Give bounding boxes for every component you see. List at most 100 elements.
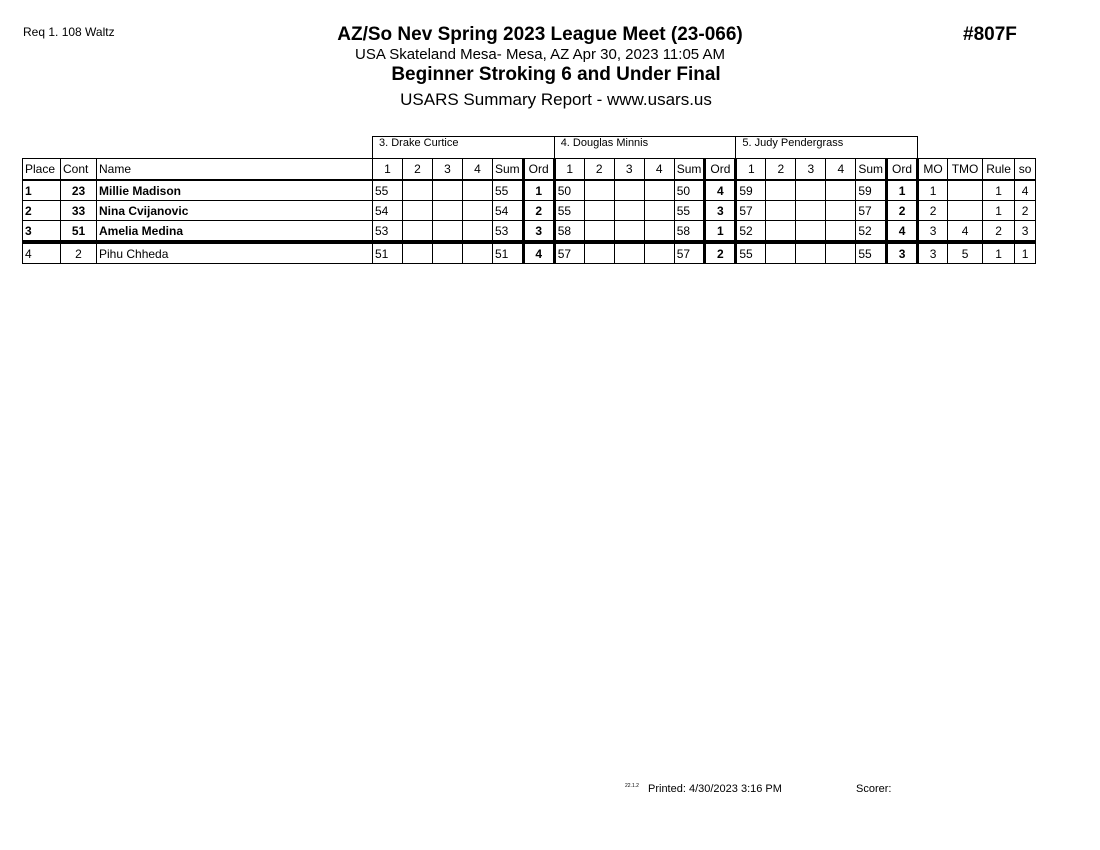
sum-cell: 59: [855, 179, 888, 201]
score-cell: [613, 200, 645, 221]
score-cell: 57: [734, 200, 767, 221]
results-table: 3. Drake Curtice 4. Douglas Minnis 5. Judy…: [22, 136, 1037, 264]
score-cell: [583, 179, 615, 201]
so-cell: 4: [1014, 179, 1037, 201]
tmo-cell: 5: [947, 240, 984, 264]
name-cell: Nina Cvijanovic: [96, 200, 373, 221]
score-cell: [432, 179, 463, 201]
scorer-label: Scorer:: [856, 783, 892, 795]
printed-label: Printed: 4/30/2023 3:16 PM: [648, 783, 782, 795]
cont-cell: 2: [60, 240, 97, 264]
ordinal-cell: 4: [885, 220, 919, 243]
tmo-cell: [947, 179, 984, 201]
column-header: 1: [552, 158, 585, 181]
ordinal-cell: 4: [703, 179, 737, 201]
score-cell: [765, 200, 797, 221]
score-cell: [795, 240, 827, 264]
rule-cell: 2: [982, 220, 1016, 243]
sum-cell: 50: [673, 179, 706, 201]
score-cell: [765, 220, 797, 243]
score-cell: [462, 200, 493, 221]
column-header: Sum: [855, 158, 888, 181]
sum-cell: 53: [492, 220, 524, 243]
rule-cell: 1: [982, 179, 1016, 201]
cont-cell: 33: [60, 200, 97, 221]
table-row: 1 23 Millie Madison 55 55 1 50 50 4 59 59 1 1 1 4: [22, 179, 1037, 201]
sum-cell: 57: [673, 240, 706, 264]
column-header: Name: [96, 158, 373, 181]
score-cell: [643, 240, 675, 264]
meet-title: AZ/So Nev Spring 2023 League Meet (23-06…: [337, 24, 743, 45]
score-cell: [825, 200, 857, 221]
sum-cell: 54: [492, 200, 524, 221]
score-cell: 52: [734, 220, 767, 243]
score-cell: [402, 240, 433, 264]
ordinal-cell: 2: [521, 200, 555, 221]
so-cell: 3: [1014, 220, 1037, 243]
column-header: 4: [462, 158, 493, 181]
ordinal-cell: 3: [885, 240, 919, 264]
score-cell: [402, 179, 433, 201]
ordinal-cell: 1: [885, 179, 919, 201]
so-cell: 2: [1014, 200, 1037, 221]
cont-cell: 51: [60, 220, 97, 243]
score-cell: 57: [552, 240, 585, 264]
ordinal-cell: 3: [521, 220, 555, 243]
score-cell: [613, 179, 645, 201]
table-row: 2 33 Nina Cvijanovic 54 54 2 55 55 3 57 57 2 2 1 2: [22, 200, 1037, 221]
request-label: Req 1. 108 Waltz: [23, 25, 115, 39]
column-header: Ord: [885, 158, 919, 181]
column-header: 1: [734, 158, 767, 181]
place-cell: 1: [22, 179, 61, 201]
column-header: Sum: [492, 158, 524, 181]
score-cell: 55: [372, 179, 403, 201]
spacer: [918, 137, 1036, 159]
column-header: 2: [765, 158, 797, 181]
column-header: 2: [402, 158, 433, 181]
name-cell: Amelia Medina: [96, 220, 373, 243]
name-cell: Pihu Chheda: [96, 240, 373, 264]
score-cell: [825, 220, 857, 243]
place-cell: 3: [22, 220, 61, 243]
spacer: [23, 137, 373, 159]
score-cell: [643, 179, 675, 201]
ordinal-cell: 2: [703, 240, 737, 264]
column-header: 4: [643, 158, 675, 181]
judge-name: 4. Douglas Minnis: [553, 136, 737, 159]
so-cell: 1: [1014, 240, 1037, 264]
score-cell: [795, 200, 827, 221]
score-cell: [765, 179, 797, 201]
score-cell: [613, 240, 645, 264]
sum-cell: 58: [673, 220, 706, 243]
version-label: 22.1.2: [625, 783, 639, 789]
judge-name: 5. Judy Pendergrass: [735, 136, 919, 159]
table-row: 4 2 Pihu Chheda 51 51 4 57 57 2 55 55 3 3 5 1 1: [22, 240, 1037, 264]
rule-cell: 1: [982, 200, 1016, 221]
score-cell: [825, 240, 857, 264]
rule-cell: 1: [982, 240, 1016, 264]
sum-cell: 55: [492, 179, 524, 201]
sum-cell: 57: [855, 200, 888, 221]
header-row: Place Cont Name 1 2 3 4 Sum Ord 1 2 3 4 Sum Ord 1 2 3 4 Sum…: [22, 158, 1037, 181]
ordinal-cell: 1: [521, 179, 555, 201]
mo-cell: 1: [916, 179, 949, 201]
event-code: #807F: [963, 24, 1017, 45]
score-cell: 58: [552, 220, 585, 243]
judge-name: 3. Drake Curtice: [372, 136, 555, 159]
score-cell: [583, 200, 615, 221]
score-cell: [795, 179, 827, 201]
tmo-cell: 4: [947, 220, 984, 243]
score-cell: 51: [372, 240, 403, 264]
mo-cell: 3: [916, 220, 949, 243]
score-cell: 53: [372, 220, 403, 243]
score-cell: [432, 200, 463, 221]
column-header: Place: [22, 158, 61, 181]
mo-cell: 3: [916, 240, 949, 264]
score-cell: [432, 220, 463, 243]
score-cell: [643, 220, 675, 243]
score-cell: [402, 200, 433, 221]
score-cell: [402, 220, 433, 243]
score-cell: [825, 179, 857, 201]
score-cell: [613, 220, 645, 243]
ordinal-cell: 4: [521, 240, 555, 264]
